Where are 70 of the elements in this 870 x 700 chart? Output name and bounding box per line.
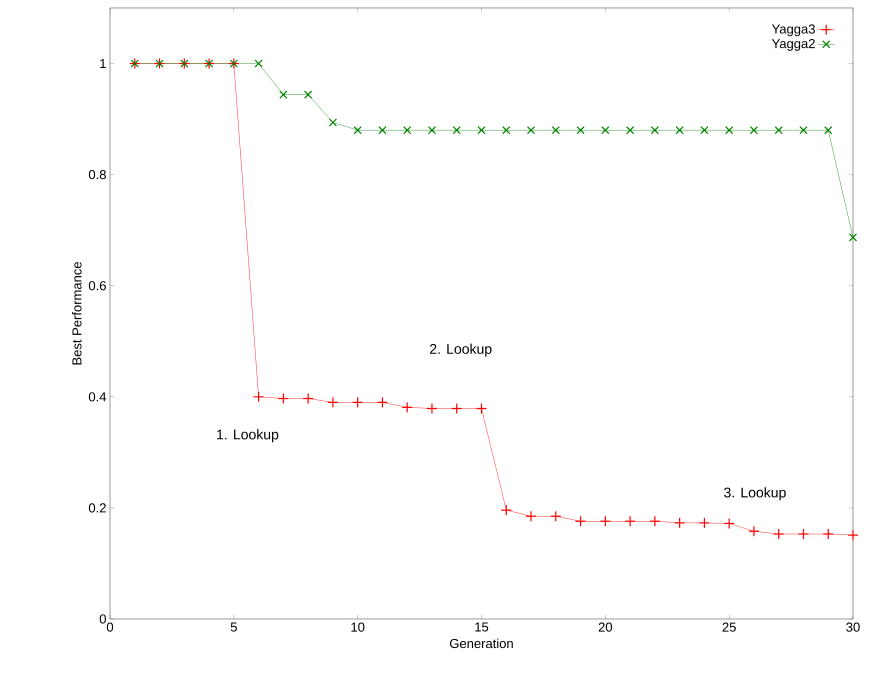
point [748, 526, 760, 537]
point [328, 118, 338, 127]
point [824, 126, 832, 134]
point [600, 516, 611, 527]
point [327, 396, 338, 408]
point [822, 528, 834, 540]
point [552, 126, 560, 134]
point [279, 90, 288, 99]
y-tick-label: 0.4 [88, 392, 106, 402]
point [848, 233, 858, 242]
point [574, 516, 586, 527]
point [550, 510, 562, 522]
point [649, 516, 660, 527]
legend-label: Yagga2 [772, 38, 815, 51]
point [476, 402, 488, 414]
point [253, 391, 264, 402]
y-tick-label: 0 [100, 614, 106, 624]
point [402, 402, 413, 413]
point [477, 126, 486, 134]
x-tick-label: 10 [351, 622, 364, 632]
x-tick-label: 25 [722, 622, 736, 632]
point [725, 126, 734, 134]
point [254, 59, 263, 68]
y-tick-label: 1 [100, 59, 106, 68]
point [799, 126, 808, 134]
point [525, 510, 537, 522]
point [426, 402, 438, 414]
point [847, 530, 859, 541]
x-tick-label: 15 [475, 622, 488, 632]
x-axis-title: Generation [450, 638, 513, 648]
point [526, 126, 536, 134]
point [698, 517, 710, 528]
point [624, 516, 636, 527]
point [403, 126, 412, 134]
y-tick-label: 0.6 [88, 281, 106, 290]
point [700, 126, 709, 134]
x-tick-label: 0 [106, 622, 114, 632]
point [675, 126, 684, 134]
point [304, 90, 312, 99]
x-tick-label: 5 [230, 622, 237, 632]
point [378, 126, 387, 134]
point [451, 402, 462, 414]
y-tick-label: 0.8 [88, 170, 106, 180]
legend-label: Yagga3 [772, 24, 815, 36]
x-tick-label: 20 [598, 622, 612, 632]
point [452, 126, 461, 134]
annotation: 2. Lookup [430, 344, 492, 357]
point [278, 392, 289, 404]
annotation: 3. Lookup [724, 487, 786, 500]
point [798, 528, 810, 540]
point [576, 126, 585, 134]
point [352, 396, 364, 408]
point [376, 396, 388, 408]
point [750, 126, 758, 134]
point [626, 126, 634, 134]
point [774, 126, 783, 134]
point [650, 126, 659, 134]
y-tick-label: 0.2 [88, 503, 106, 512]
annotation: 1. Lookup [217, 429, 278, 442]
point [500, 504, 512, 516]
y-axis-title: Best Performance [72, 262, 82, 364]
point [428, 126, 436, 134]
point [674, 517, 686, 528]
point [724, 518, 735, 530]
x-tick-label: 30 [846, 622, 860, 632]
point [773, 528, 784, 540]
point [601, 126, 610, 134]
point [354, 126, 362, 134]
point [502, 126, 510, 134]
point [302, 392, 314, 404]
